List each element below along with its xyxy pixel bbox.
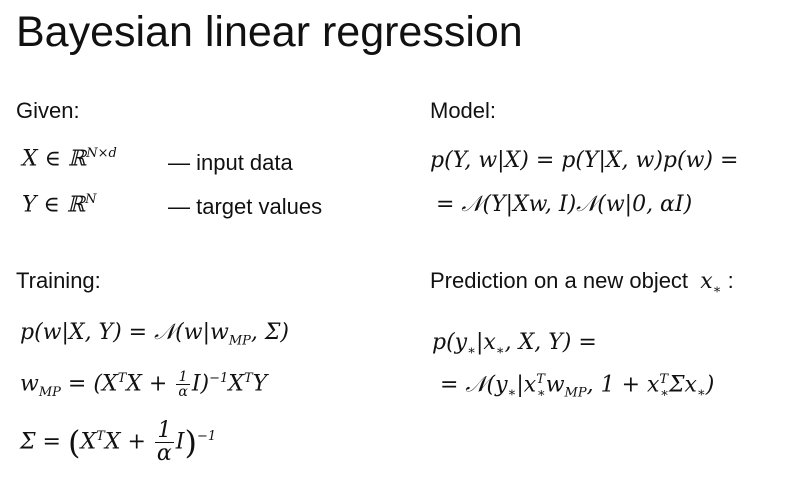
training-eq3-frac-den: α xyxy=(156,441,172,466)
prediction-l2-c: w xyxy=(545,372,565,398)
training-eq2-sup2: −1 xyxy=(209,371,229,387)
training-eq3-b: X + xyxy=(104,429,153,455)
given-target-math: Y ∈ ℝ xyxy=(22,192,86,218)
training-eq3-a: X xyxy=(80,429,97,455)
prediction-heading: Prediction on a new object x∗ : xyxy=(430,268,734,297)
training-eq3-c: I xyxy=(175,429,185,455)
prediction-l2-b: |x xyxy=(516,372,537,398)
training-eq2-b: X + xyxy=(126,371,175,397)
prediction-line-1: p(y∗|x∗, X, Y) = xyxy=(432,330,597,358)
given-input-sup: N×d xyxy=(86,146,117,161)
training-eq2-sup3: T xyxy=(243,371,253,387)
training-eq2-e: Y xyxy=(252,371,268,397)
training-eq3-open: ( xyxy=(67,423,81,462)
prediction-heading-var-x: x xyxy=(700,269,713,294)
given-heading: Given: xyxy=(16,98,80,123)
training-eq1-tail: , Σ) xyxy=(250,320,290,345)
prediction-l1-c: , X, Y) = xyxy=(504,330,597,355)
prediction-l2-sup2: T xyxy=(659,372,669,387)
training-eq3-frac-num: 1 xyxy=(154,420,174,443)
given-input-math: X ∈ ℝ xyxy=(22,146,87,172)
prediction-l1-sub1: ∗ xyxy=(467,343,476,359)
prediction-line-2: = 𝒩(y∗|xT∗wMP, 1 + xT∗Σx∗) xyxy=(440,372,714,401)
prediction-l1-b: |x xyxy=(475,330,496,355)
prediction-l2-sub3: MP xyxy=(564,385,587,401)
prediction-l2-e: Σx xyxy=(668,372,697,398)
model-line-2: = 𝒩(Y|Xw, I)𝒩(w|0, αI) xyxy=(436,192,693,217)
given-row-target: Y ∈ ℝN xyxy=(22,192,96,217)
training-eq2-c: I) xyxy=(191,371,210,397)
prediction-l2-sub2: ∗ xyxy=(536,385,546,401)
training-eq2-frac-num: 1 xyxy=(176,370,190,385)
prediction-heading-var: x∗ xyxy=(700,269,722,298)
given-input-desc: — input data xyxy=(168,150,293,175)
training-eq-sigma: Σ = (XTX + 1 α I)−1 xyxy=(20,420,216,465)
training-eq-posterior: p(w|X, Y) = 𝒩(w|wMP, Σ) xyxy=(20,320,289,348)
given-target-sup: N xyxy=(85,192,97,207)
training-eq-wmp: wMP = (XTX + 1 α I)−1XTY xyxy=(20,370,267,400)
prediction-heading-text: Prediction on a new object xyxy=(430,268,689,293)
training-eq2-d: X xyxy=(228,371,244,397)
training-heading: Training: xyxy=(16,268,101,293)
prediction-l2-sub4: ∗ xyxy=(660,385,669,401)
prediction-l2-sup1: T xyxy=(536,372,545,387)
prediction-l2-d: , 1 + x xyxy=(586,372,660,398)
training-eq3-sup1: T xyxy=(96,429,105,445)
training-eq2-sup1: T xyxy=(117,371,127,387)
prediction-l2-a: = 𝒩(y xyxy=(440,372,508,398)
prediction-heading-var-sub: ∗ xyxy=(712,282,722,298)
training-eq2-lhs: w xyxy=(20,371,39,397)
prediction-l2-sub1: ∗ xyxy=(507,385,517,401)
training-eq3-close: ) xyxy=(184,423,197,462)
model-line-1: p(Y, w|X) = p(Y|X, w)p(w) = xyxy=(430,148,739,173)
prediction-l2-sub5: ∗ xyxy=(696,385,706,401)
prediction-l1-a: p(y xyxy=(432,330,468,355)
given-target-desc: — target values xyxy=(168,194,323,219)
slide-title: Bayesian linear regression xyxy=(16,8,523,56)
training-eq2-a: = (X xyxy=(60,371,118,397)
prediction-l1-sub2: ∗ xyxy=(495,343,505,359)
training-eq1-main: p(w|X, Y) = 𝒩(w|w xyxy=(20,320,229,345)
training-eq2-lhs-sub: MP xyxy=(38,384,61,400)
training-eq3-sup2: −1 xyxy=(196,429,217,445)
model-heading: Model: xyxy=(430,98,497,123)
given-row-input: X ∈ ℝN×d xyxy=(22,146,117,171)
training-eq3-lhs: Σ = xyxy=(20,429,68,455)
prediction-l2-f: ) xyxy=(705,372,715,398)
training-eq2-frac-den: α xyxy=(178,384,188,400)
training-eq1-sub: MP xyxy=(228,333,251,349)
prediction-heading-colon: : xyxy=(721,268,734,293)
